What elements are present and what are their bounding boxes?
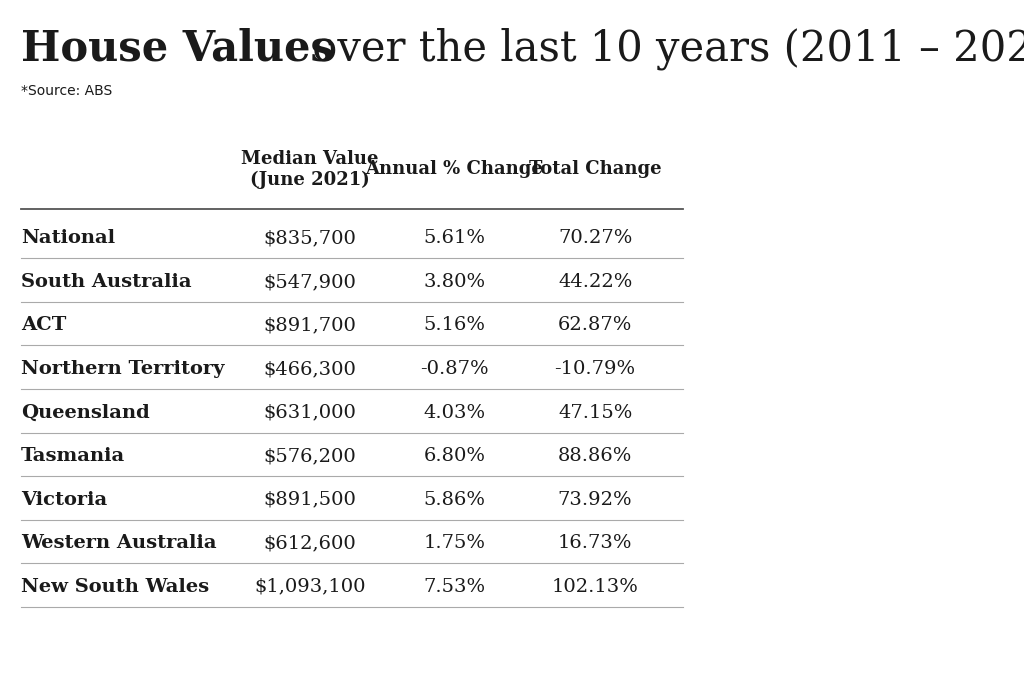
- Text: 6.80%: 6.80%: [423, 447, 485, 465]
- Text: Total Change: Total Change: [528, 160, 662, 178]
- Text: *Source: ABS: *Source: ABS: [22, 84, 113, 98]
- Text: over the last 10 years (2011 – 2021): over the last 10 years (2011 – 2021): [299, 28, 1024, 70]
- Text: 102.13%: 102.13%: [552, 578, 639, 596]
- Text: 44.22%: 44.22%: [558, 273, 632, 291]
- Text: $547,900: $547,900: [263, 273, 356, 291]
- Text: Annual % Change: Annual % Change: [366, 160, 543, 178]
- Text: House Values: House Values: [22, 28, 334, 70]
- Text: -0.87%: -0.87%: [420, 360, 488, 378]
- Text: New South Wales: New South Wales: [22, 578, 209, 596]
- Text: $576,200: $576,200: [263, 447, 356, 465]
- Text: 70.27%: 70.27%: [558, 229, 632, 247]
- Text: 5.86%: 5.86%: [423, 491, 485, 509]
- Text: 4.03%: 4.03%: [423, 404, 485, 422]
- Text: $835,700: $835,700: [263, 229, 356, 247]
- Text: South Australia: South Australia: [22, 273, 191, 291]
- Text: -10.79%: -10.79%: [555, 360, 636, 378]
- Text: $891,500: $891,500: [263, 491, 356, 509]
- Text: $631,000: $631,000: [263, 404, 356, 422]
- Text: Tasmania: Tasmania: [22, 447, 125, 465]
- Text: Northern Territory: Northern Territory: [22, 360, 224, 378]
- Text: 1.75%: 1.75%: [423, 534, 485, 552]
- Text: Queensland: Queensland: [22, 404, 150, 422]
- Text: Victoria: Victoria: [22, 491, 108, 509]
- Text: $466,300: $466,300: [263, 360, 356, 378]
- Text: 7.53%: 7.53%: [423, 578, 485, 596]
- Text: $1,093,100: $1,093,100: [254, 578, 366, 596]
- Text: 88.86%: 88.86%: [558, 447, 632, 465]
- Text: 47.15%: 47.15%: [558, 404, 632, 422]
- Text: 5.16%: 5.16%: [423, 316, 485, 334]
- Text: 62.87%: 62.87%: [558, 316, 632, 334]
- Text: Western Australia: Western Australia: [22, 534, 217, 552]
- Text: Median Value
(June 2021): Median Value (June 2021): [241, 150, 379, 189]
- Text: 3.80%: 3.80%: [423, 273, 485, 291]
- Text: 5.61%: 5.61%: [423, 229, 485, 247]
- Text: National: National: [22, 229, 116, 247]
- Text: 73.92%: 73.92%: [558, 491, 633, 509]
- Text: $612,600: $612,600: [263, 534, 356, 552]
- Text: $891,700: $891,700: [263, 316, 356, 334]
- Text: 16.73%: 16.73%: [558, 534, 633, 552]
- Text: ACT: ACT: [22, 316, 67, 334]
